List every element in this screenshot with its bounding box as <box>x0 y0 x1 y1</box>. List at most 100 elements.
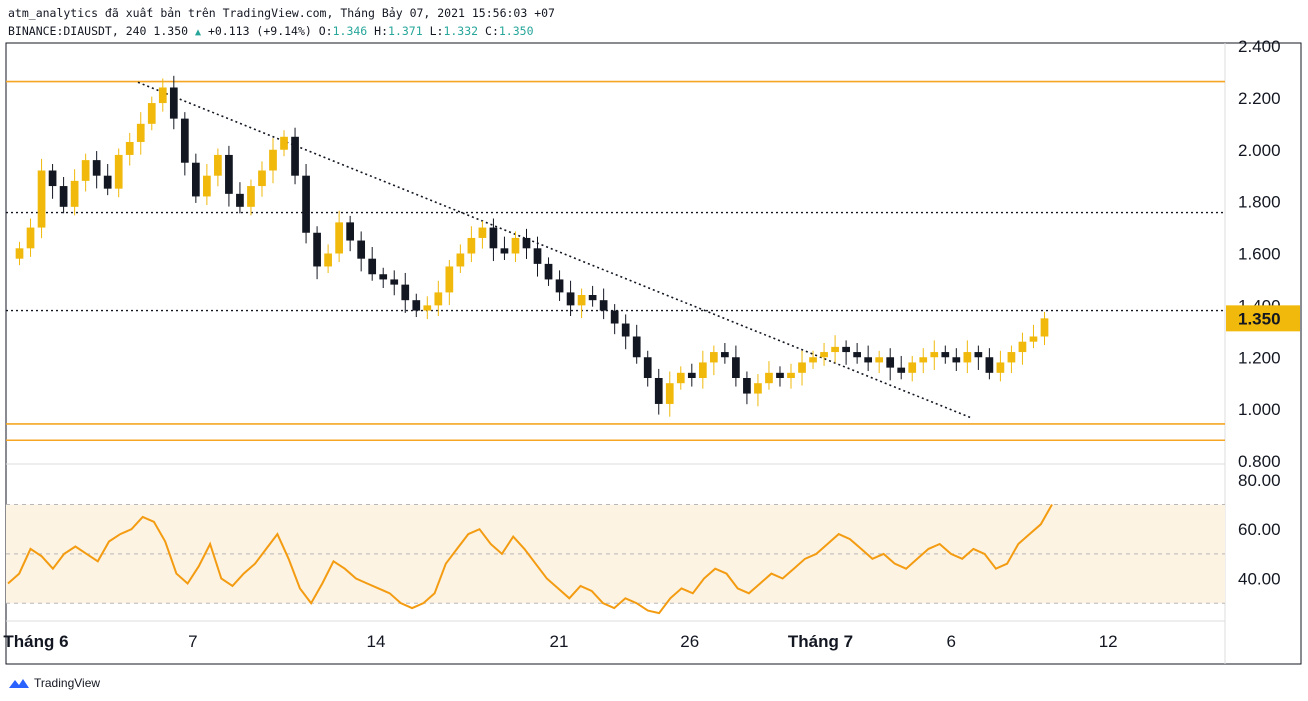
candle-body <box>610 310 619 324</box>
candle-body <box>269 149 277 171</box>
candle-body <box>577 295 586 306</box>
rsi-tick-label: 40.00 <box>1238 570 1281 589</box>
tradingview-brand[interactable]: TradingView <box>8 676 100 690</box>
candle-body <box>952 357 961 363</box>
candle-body <box>125 141 134 155</box>
candle-body <box>114 154 123 189</box>
tradingview-logo-icon <box>9 679 29 688</box>
rsi-series-line <box>7 504 1053 615</box>
price-tick-label: 1.000 <box>1238 400 1281 419</box>
candle-body <box>621 323 630 337</box>
candle-body <box>214 154 222 176</box>
price-tick-label: 1.200 <box>1238 348 1281 367</box>
candle-body <box>919 357 928 363</box>
candle-body <box>434 292 443 306</box>
candle-body <box>676 372 685 384</box>
candle-body <box>544 263 553 280</box>
time-tick-label: 12 <box>1099 632 1118 651</box>
close-label: C: <box>485 24 499 38</box>
trendline <box>137 81 973 419</box>
candle-body <box>897 367 906 373</box>
candle-body <box>48 170 57 187</box>
time-tick-label: Tháng 6 <box>3 632 68 651</box>
price-tick-label: 0.800 <box>1238 452 1281 471</box>
candle-body <box>335 222 343 254</box>
candle-body <box>643 357 652 378</box>
candle-body <box>357 240 366 259</box>
candle-body <box>368 258 377 275</box>
candle-body <box>831 346 839 353</box>
candle-body <box>247 186 255 207</box>
price-tick-label: 1.800 <box>1238 193 1281 212</box>
rsi-pane[interactable] <box>6 504 1225 615</box>
ohlc-legend: BINANCE:DIAUSDT, 240 1.350 ▲ +0.113 (+9.… <box>8 24 534 38</box>
candle-body <box>313 232 321 267</box>
candle-body <box>203 175 211 197</box>
candle-body <box>401 284 410 301</box>
candle-body <box>754 383 762 394</box>
candle-body <box>1029 336 1038 342</box>
candle-body <box>511 237 520 254</box>
candle-body <box>555 279 564 293</box>
time-tick-label: 7 <box>188 632 197 651</box>
candle-body <box>467 237 476 254</box>
candle-body <box>147 103 156 124</box>
price-tick-label: 2.000 <box>1238 141 1281 160</box>
candle-body <box>291 136 299 176</box>
rsi-tick-label: 80.00 <box>1238 471 1281 490</box>
candle-body <box>930 352 939 358</box>
low-value: 1.332 <box>443 24 479 38</box>
change-label: +0.113 (+9.14%) <box>207 24 312 38</box>
axes: 2.4002.2002.0001.8001.6001.4001.2001.000… <box>3 37 1300 651</box>
candle-body <box>412 300 421 311</box>
candle-body <box>588 295 597 301</box>
candle-body <box>599 300 608 311</box>
candle-body <box>654 378 663 404</box>
candle-body <box>820 352 828 358</box>
candle-body <box>324 253 332 267</box>
candle-body <box>456 253 465 267</box>
candle-body <box>169 87 178 119</box>
candle-body <box>1018 341 1027 353</box>
candle-body <box>864 357 873 363</box>
candle-body <box>445 266 454 293</box>
candle-body <box>908 362 917 373</box>
candle-body <box>70 180 79 207</box>
candle-body <box>478 227 487 238</box>
candle-body <box>191 162 200 197</box>
candle-body <box>974 352 983 358</box>
symbol-label: BINANCE:DIAUSDT, 240 <box>8 24 147 38</box>
candle-body <box>103 175 112 189</box>
candle-body <box>985 357 994 373</box>
time-tick-label: 6 <box>947 632 956 651</box>
candle-body <box>158 87 167 104</box>
candle-body <box>522 237 531 249</box>
high-label: H: <box>374 24 389 38</box>
candle-body <box>379 274 388 280</box>
last-price: 1.350 <box>153 24 189 38</box>
price-tick-label: 2.400 <box>1238 37 1281 56</box>
candle-body <box>500 248 509 254</box>
candle-body <box>632 336 641 358</box>
candle-body <box>81 160 90 181</box>
candle-body <box>698 362 707 378</box>
time-tick-label: Tháng 7 <box>788 632 853 651</box>
price-tick-label: 2.200 <box>1238 89 1281 108</box>
candle-body <box>59 186 68 207</box>
candle-body <box>886 357 895 368</box>
candle-body <box>842 346 850 353</box>
candle-body <box>798 362 806 373</box>
candle-body <box>1040 318 1049 337</box>
candle-body <box>665 383 674 404</box>
up-triangle-icon: ▲ <box>194 27 202 38</box>
price-pane[interactable] <box>6 75 1225 442</box>
candle-body <box>346 222 355 241</box>
open-label: O: <box>318 24 333 38</box>
candle-body <box>15 248 24 259</box>
price-tick-label: 1.600 <box>1238 245 1281 264</box>
current-price-badge <box>1226 305 1300 332</box>
candle-body <box>721 352 729 358</box>
candle-body <box>533 248 542 264</box>
candle-body <box>225 154 233 194</box>
